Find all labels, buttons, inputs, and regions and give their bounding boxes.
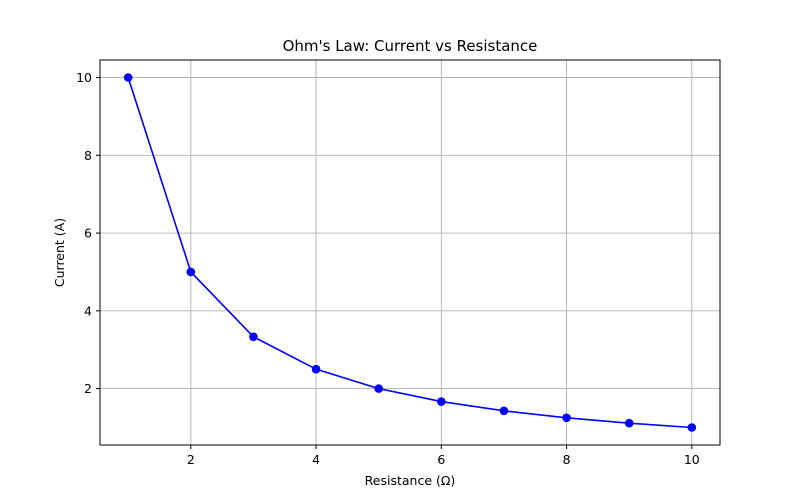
y-tick-label: 2 xyxy=(84,381,92,396)
data-point xyxy=(249,332,258,342)
y-tick-label: 6 xyxy=(84,226,92,241)
data-point xyxy=(186,267,196,277)
y-tick-label: 8 xyxy=(84,148,92,163)
ticks: 2 4 6 8 10 2 4 6 8 10 xyxy=(76,70,700,467)
x-tick-label: 4 xyxy=(312,452,320,467)
grid xyxy=(100,60,720,445)
data-point xyxy=(123,73,133,82)
x-tick-label: 10 xyxy=(684,452,700,467)
series-line xyxy=(127,77,692,429)
series-layer xyxy=(123,73,697,432)
plot-frame xyxy=(99,59,721,446)
data-point xyxy=(562,413,571,423)
data-point xyxy=(374,384,383,393)
data-point xyxy=(499,406,509,416)
data-point xyxy=(437,397,446,406)
chart-title: Ohm's Law: Current vs Resistance xyxy=(283,37,538,55)
x-axis-label: Resistance (Ω) xyxy=(365,473,456,488)
y-tick-label: 10 xyxy=(76,70,92,85)
x-tick-label: 6 xyxy=(437,452,445,467)
data-point xyxy=(311,364,321,374)
y-axis-label: Current (A) xyxy=(52,218,67,287)
x-tick-label: 8 xyxy=(563,452,571,467)
data-point xyxy=(624,418,634,428)
x-tick-label: 2 xyxy=(187,452,195,467)
data-point xyxy=(687,423,697,432)
y-tick-label: 4 xyxy=(84,303,92,318)
